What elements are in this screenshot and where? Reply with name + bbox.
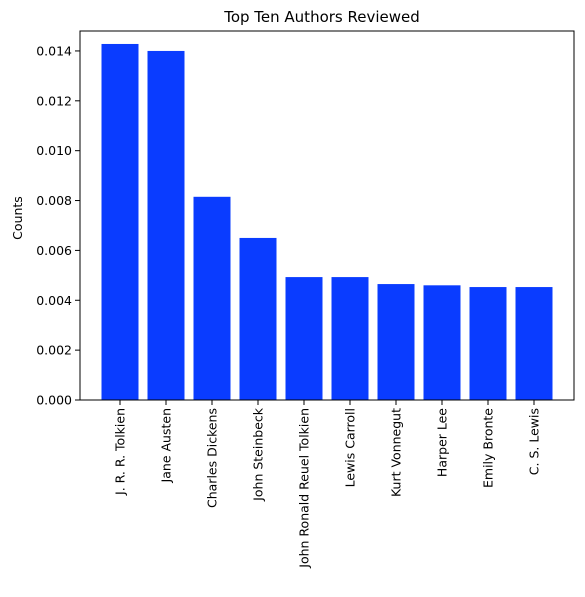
y-tick-label: 0.010 <box>36 143 72 158</box>
x-tick-label: Charles Dickens <box>205 408 220 508</box>
x-tick-label: John Steinbeck <box>251 407 266 502</box>
bar <box>147 50 185 400</box>
y-tick-label: 0.008 <box>36 193 72 208</box>
bar <box>377 284 415 400</box>
x-axis: J. R. R. Tolkien Jane Austen Charles Dicke… <box>113 400 542 569</box>
x-tick-label: Emily Bronte <box>481 408 496 488</box>
x-tick-label: Harper Lee <box>435 408 450 477</box>
y-tick-label: 0.012 <box>36 93 72 108</box>
bars <box>101 43 553 400</box>
y-tick-label: 0.006 <box>36 243 72 258</box>
x-tick-label: C. S. Lewis <box>527 408 542 475</box>
bar <box>193 196 231 400</box>
x-tick-label: Jane Austen <box>159 408 174 483</box>
y-tick-label: 0.004 <box>36 293 72 308</box>
plot-area-frame <box>79 30 575 401</box>
bar <box>469 287 507 400</box>
bar <box>423 285 461 400</box>
x-tick-label: Lewis Carroll <box>343 408 358 487</box>
x-tick-label: Kurt Vonnegut <box>389 408 404 497</box>
bar <box>101 43 139 400</box>
y-tick-label: 0.000 <box>36 393 72 408</box>
x-tick-label: John Ronald Reuel Tolkien <box>297 408 312 569</box>
bar <box>515 287 553 400</box>
y-axis-label: Counts <box>10 196 25 240</box>
bar <box>285 277 323 400</box>
y-tick-label: 0.002 <box>36 343 72 358</box>
chart-title: Top Ten Authors Reviewed <box>223 8 420 26</box>
x-tick-label: J. R. R. Tolkien <box>113 408 128 496</box>
bar <box>331 277 369 400</box>
y-axis: 0.000 0.002 0.004 0.006 0.008 0.010 0.012 0.014 <box>36 43 80 408</box>
bar <box>239 237 277 400</box>
y-tick-label: 0.014 <box>36 43 72 58</box>
